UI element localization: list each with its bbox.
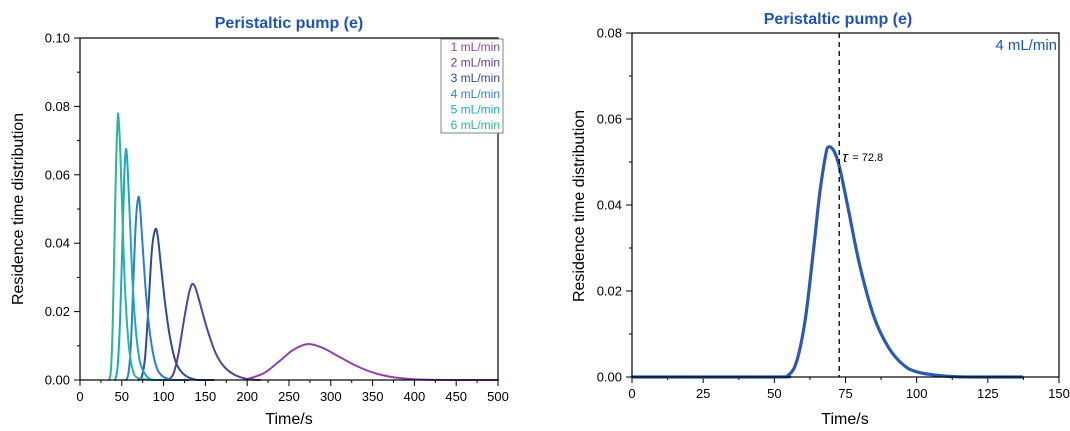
y-tick-label: 0.02 (45, 304, 70, 319)
series-line (114, 148, 173, 382)
y-axis-label: Residence time distribution (571, 110, 588, 302)
y-tick-label: 0.04 (45, 236, 70, 251)
tau-value: = 72.8 (852, 152, 883, 164)
corner-label: 4 mL/min (995, 37, 1057, 54)
y-tick-label: 0.08 (597, 26, 622, 41)
legend-entry: 1 mL/min (451, 40, 500, 54)
x-tick-label: 450 (445, 389, 467, 404)
x-tick-label: 350 (362, 389, 384, 404)
x-tick-label: 0 (628, 386, 635, 401)
x-axis-label: Time/s (821, 411, 868, 428)
series-line (108, 112, 157, 381)
chart-title: Peristaltic pump (e) (764, 11, 912, 28)
series-line (137, 227, 215, 382)
series-line (167, 282, 261, 381)
y-tick-label: 0.06 (597, 112, 622, 127)
x-tick-label: 150 (1048, 386, 1070, 401)
x-tick-label: 150 (195, 389, 217, 404)
x-tick-label: 100 (906, 386, 928, 401)
x-tick-label: 75 (838, 386, 852, 401)
x-tick-label: 0 (76, 389, 83, 404)
legend-entry: 3 mL/min (451, 71, 500, 85)
x-tick-label: 50 (767, 386, 781, 401)
plot-frame (631, 32, 1060, 378)
chart-panel-left: Peristaltic pump (e) Residence time dist… (10, 15, 509, 428)
legend-entry: 2 mL/min (451, 56, 500, 70)
legend-box (440, 38, 504, 134)
legend-entry: 4 mL/min (451, 87, 500, 101)
x-tick-label: 125 (977, 386, 999, 401)
y-tick-label: 0.00 (45, 373, 70, 388)
legend-entry: 6 mL/min (451, 118, 500, 132)
series-line (246, 343, 499, 382)
x-tick-label: 50 (115, 389, 129, 404)
y-tick-label: 0.06 (45, 167, 70, 182)
plot-frame (79, 37, 499, 381)
y-axis-label: Residence time distribution (10, 113, 27, 305)
series-line (124, 195, 190, 382)
x-tick-label: 300 (320, 389, 342, 404)
y-tick-label: 0.00 (597, 370, 622, 385)
legend-entry: 5 mL/min (451, 102, 500, 116)
chart-panel-right: Peristaltic pump (e) Residence time dist… (571, 11, 1070, 428)
x-tick-label: 100 (153, 389, 175, 404)
y-tick-label: 0.08 (45, 99, 70, 114)
y-tick-label: 0.10 (45, 31, 70, 46)
tau-symbol: τ (842, 149, 849, 166)
x-tick-label: 25 (696, 386, 710, 401)
x-tick-label: 500 (487, 389, 509, 404)
y-tick-label: 0.04 (597, 198, 622, 213)
y-tick-label: 0.02 (597, 284, 622, 299)
chart-title: Peristaltic pump (e) (215, 15, 363, 32)
series-line (630, 145, 1024, 379)
x-tick-label: 200 (236, 389, 258, 404)
x-tick-label: 400 (404, 389, 426, 404)
x-tick-label: 250 (278, 389, 300, 404)
x-axis-label: Time/s (265, 411, 312, 428)
